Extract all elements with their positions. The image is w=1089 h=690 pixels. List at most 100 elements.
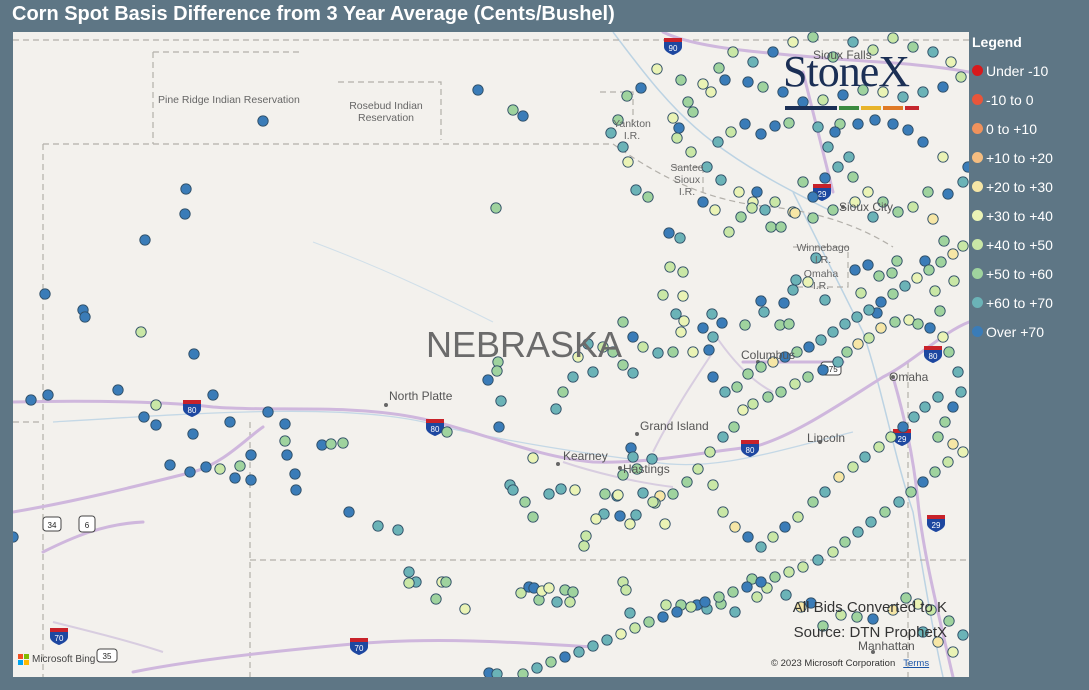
bid-point[interactable] (728, 421, 740, 433)
bid-point[interactable] (188, 348, 200, 360)
bid-point[interactable] (819, 172, 831, 184)
bid-point[interactable] (908, 411, 920, 423)
bid-point[interactable] (573, 646, 585, 658)
bid-point[interactable] (897, 91, 909, 103)
bid-point[interactable] (599, 488, 611, 500)
bid-point[interactable] (922, 186, 934, 198)
bid-point[interactable] (620, 584, 632, 596)
bid-point[interactable] (877, 86, 889, 98)
bid-point[interactable] (441, 426, 453, 438)
bid-point[interactable] (325, 438, 337, 450)
bid-point[interactable] (887, 118, 899, 130)
bid-point[interactable] (687, 106, 699, 118)
bid-point[interactable] (635, 82, 647, 94)
bid-point[interactable] (578, 540, 590, 552)
legend-item[interactable]: +20 to +30 (972, 172, 1053, 201)
bid-point[interactable] (245, 474, 257, 486)
bid-point[interactable] (783, 566, 795, 578)
bid-point[interactable] (627, 451, 639, 463)
bid-point[interactable] (937, 151, 949, 163)
bid-point[interactable] (692, 463, 704, 475)
bid-point[interactable] (863, 332, 875, 344)
bid-point[interactable] (597, 341, 609, 353)
bid-point[interactable] (867, 211, 879, 223)
bid-point[interactable] (682, 96, 694, 108)
bid-point[interactable] (797, 176, 809, 188)
bid-point[interactable] (947, 401, 959, 413)
bid-point[interactable] (742, 531, 754, 543)
bid-point[interactable] (643, 616, 655, 628)
bid-point[interactable] (802, 276, 814, 288)
bid-point[interactable] (685, 601, 697, 613)
bid-point[interactable] (704, 446, 716, 458)
bid-point[interactable] (887, 604, 899, 616)
bid-point[interactable] (491, 668, 503, 677)
bid-point[interactable] (873, 441, 885, 453)
bid-point[interactable] (651, 63, 663, 75)
bid-point[interactable] (614, 510, 626, 522)
bid-point[interactable] (775, 221, 787, 233)
bid-point[interactable] (847, 36, 859, 48)
bid-point[interactable] (849, 264, 861, 276)
bid-point[interactable] (733, 186, 745, 198)
bid-point[interactable] (697, 78, 709, 90)
bid-point[interactable] (755, 576, 767, 588)
bid-point[interactable] (663, 227, 675, 239)
bid-point[interactable] (751, 186, 763, 198)
bid-point[interactable] (835, 609, 847, 621)
bid-point[interactable] (42, 389, 54, 401)
bid-point[interactable] (822, 141, 834, 153)
bid-point[interactable] (517, 110, 529, 122)
bid-point[interactable] (765, 221, 777, 233)
bid-point[interactable] (135, 326, 147, 338)
bid-point[interactable] (797, 561, 809, 573)
bid-point[interactable] (892, 206, 904, 218)
bid-point[interactable] (873, 270, 885, 282)
bid-point[interactable] (629, 622, 641, 634)
bid-point[interactable] (657, 289, 669, 301)
bid-point[interactable] (677, 290, 689, 302)
bid-point[interactable] (843, 151, 855, 163)
bid-point[interactable] (787, 36, 799, 48)
bid-point[interactable] (887, 32, 899, 44)
bid-point[interactable] (491, 365, 503, 377)
bid-point[interactable] (834, 118, 846, 130)
bid-point[interactable] (697, 322, 709, 334)
bid-point[interactable] (245, 449, 257, 461)
bid-point[interactable] (927, 213, 939, 225)
bid-point[interactable] (875, 296, 887, 308)
bid-point[interactable] (927, 46, 939, 58)
bid-point[interactable] (667, 112, 679, 124)
bid-point[interactable] (945, 56, 957, 68)
bid-point[interactable] (827, 51, 839, 63)
bid-point[interactable] (646, 453, 658, 465)
bid-point[interactable] (751, 591, 763, 603)
bid-point[interactable] (795, 601, 807, 613)
bid-point[interactable] (139, 234, 151, 246)
bid-point[interactable] (805, 597, 817, 609)
bid-point[interactable] (630, 509, 642, 521)
bid-point[interactable] (664, 261, 676, 273)
bid-point[interactable] (572, 351, 584, 363)
bid-point[interactable] (962, 161, 969, 173)
bid-point[interactable] (819, 486, 831, 498)
bid-point[interactable] (924, 322, 936, 334)
bid-point[interactable] (847, 171, 859, 183)
bid-point[interactable] (257, 115, 269, 127)
bid-point[interactable] (343, 506, 355, 518)
bid-point[interactable] (180, 183, 192, 195)
bid-point[interactable] (681, 476, 693, 488)
bid-point[interactable] (671, 606, 683, 618)
bid-point[interactable] (403, 577, 415, 589)
bid-point[interactable] (879, 506, 891, 518)
bid-point[interactable] (777, 86, 789, 98)
bid-point[interactable] (234, 460, 246, 472)
bid-point[interactable] (337, 437, 349, 449)
bid-point[interactable] (587, 640, 599, 652)
bid-point[interactable] (767, 356, 779, 368)
bid-point[interactable] (948, 275, 960, 287)
bid-point[interactable] (372, 520, 384, 532)
bid-point[interactable] (150, 419, 162, 431)
bid-point[interactable] (829, 126, 841, 138)
bid-point[interactable] (943, 346, 955, 358)
